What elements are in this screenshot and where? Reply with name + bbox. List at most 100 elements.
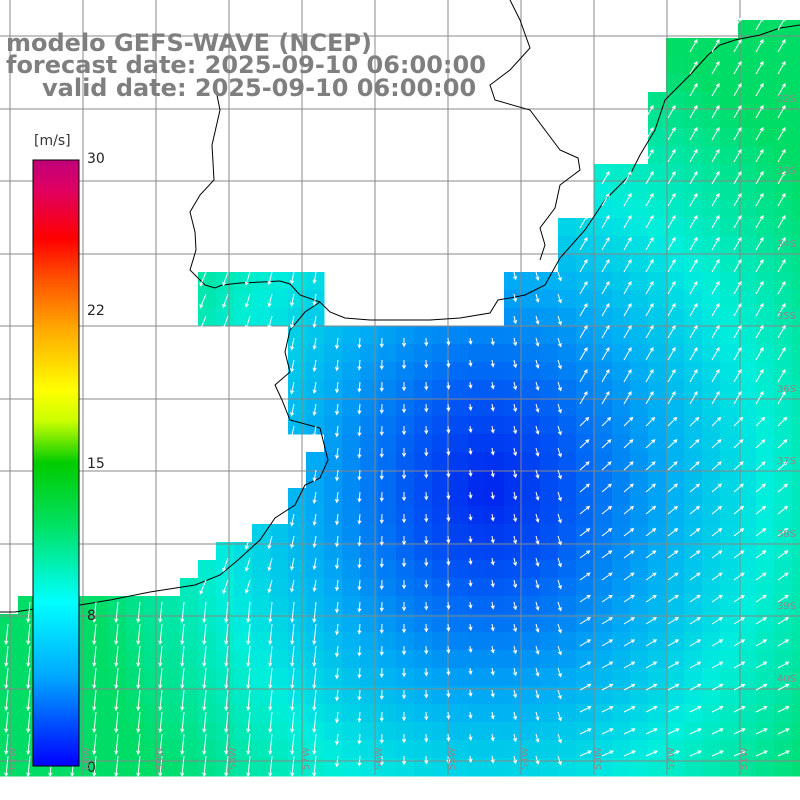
- wind-arrow: [557, 293, 562, 304]
- field-cell: [486, 326, 505, 345]
- wind-arrow: [579, 706, 592, 713]
- field-cell: [792, 164, 800, 183]
- wind-arrow: [535, 381, 540, 391]
- wind-arrow: [601, 439, 612, 449]
- field-cell: [702, 308, 721, 327]
- wind-arrow: [601, 617, 614, 625]
- wind-arrow: [755, 439, 766, 449]
- field-cell: [630, 326, 649, 345]
- wind-arrow: [535, 425, 540, 435]
- field-cell: [594, 398, 613, 417]
- field-cell: [126, 704, 145, 723]
- field-cell: [18, 668, 37, 687]
- field-cell: [486, 380, 505, 399]
- field-cell: [234, 290, 253, 309]
- field-cell: [738, 182, 757, 201]
- wind-arrow: [379, 381, 384, 392]
- wind-arrow: [334, 447, 340, 460]
- wind-arrow: [334, 601, 340, 614]
- field-cell: [414, 416, 433, 435]
- border-uruguay-brazil: [189, 84, 221, 286]
- wind-arrow: [777, 302, 786, 317]
- wind-arrow: [180, 623, 185, 645]
- field-cell: [558, 470, 577, 489]
- wind-arrow: [401, 601, 407, 612]
- field-cell: [324, 560, 343, 579]
- field-cell: [504, 614, 523, 633]
- wind-arrow: [202, 755, 207, 777]
- field-cell: [774, 92, 793, 111]
- wind-arrow: [114, 733, 119, 755]
- wind-arrow: [224, 711, 229, 733]
- field-cell: [198, 740, 217, 759]
- field-cell: [792, 146, 800, 165]
- field-cell: [522, 434, 541, 453]
- wind-arrow: [92, 601, 97, 623]
- field-cell: [720, 704, 739, 723]
- field-cell: [648, 344, 667, 363]
- field-cell: [450, 506, 469, 525]
- wind-arrow: [180, 755, 185, 777]
- field-cell: [450, 542, 469, 561]
- field-cell: [360, 488, 379, 507]
- field-cell: [630, 380, 649, 399]
- wind-arrow: [711, 38, 720, 53]
- wind-arrow: [733, 505, 745, 515]
- wind-arrow: [711, 461, 722, 471]
- wind-arrow: [667, 661, 680, 669]
- wind-arrow: [468, 689, 473, 697]
- wind-arrow: [667, 617, 680, 625]
- field-cell: [594, 470, 613, 489]
- wind-arrow: [424, 667, 429, 677]
- wind-arrow: [711, 82, 720, 97]
- field-cell: [684, 470, 703, 489]
- field-cell: [702, 182, 721, 201]
- field-cell: [702, 92, 721, 111]
- wind-arrow: [312, 425, 317, 439]
- field-cell: [756, 20, 775, 39]
- wind-arrow: [623, 617, 636, 625]
- field-cell: [630, 668, 649, 687]
- field-cell: [540, 434, 559, 453]
- field-cell: [792, 740, 800, 759]
- field-cell: [270, 632, 289, 651]
- wind-arrow: [401, 689, 407, 700]
- field-cell: [630, 434, 649, 453]
- field-cell: [684, 452, 703, 471]
- field-cell: [306, 704, 325, 723]
- field-cell: [648, 164, 667, 183]
- field-cell: [666, 470, 685, 489]
- wind-arrow: [535, 623, 540, 633]
- wind-arrow: [446, 711, 451, 720]
- field-cell: [342, 668, 361, 687]
- field-cell: [792, 218, 800, 237]
- wind-arrow: [667, 236, 676, 251]
- field-cell: [576, 398, 595, 417]
- field-cell: [774, 308, 793, 327]
- wind-arrow: [334, 557, 340, 570]
- field-cell: [342, 524, 361, 543]
- field-cell: [774, 686, 793, 705]
- field-cell: [216, 668, 235, 687]
- field-cell: [684, 686, 703, 705]
- wind-arrow: [158, 755, 163, 777]
- field-cell: [468, 740, 487, 759]
- wind-arrow: [667, 302, 676, 317]
- wind-arrow: [535, 447, 540, 457]
- field-cell: [342, 686, 361, 705]
- wind-arrow: [645, 550, 657, 559]
- field-cell: [612, 326, 631, 345]
- wind-arrow: [755, 324, 764, 339]
- field-cell: [432, 560, 451, 579]
- wind-arrow: [92, 711, 97, 733]
- wind-arrow: [689, 661, 702, 669]
- wind-arrow: [667, 170, 676, 185]
- wind-arrow: [667, 483, 678, 493]
- field-cell: [594, 380, 613, 399]
- field-cell: [234, 722, 253, 741]
- wind-arrow: [468, 557, 473, 565]
- wind-arrow: [158, 601, 163, 623]
- field-cell: [630, 632, 649, 651]
- field-cell: [684, 614, 703, 633]
- field-cell: [450, 362, 469, 381]
